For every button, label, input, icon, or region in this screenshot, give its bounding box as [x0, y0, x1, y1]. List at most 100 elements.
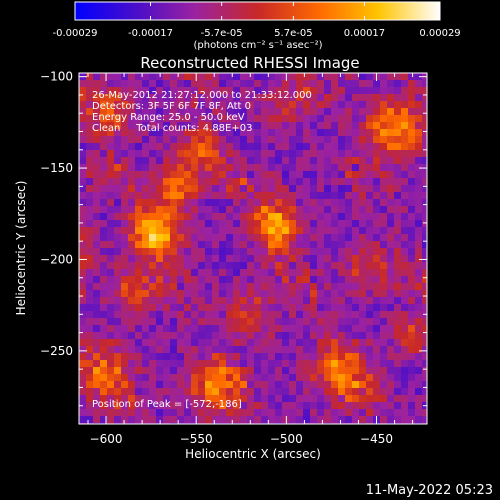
heatmap-cell: [79, 325, 87, 333]
heatmap-cell: [79, 87, 87, 95]
heatmap-cell: [401, 304, 409, 312]
heatmap-cell: [205, 129, 213, 137]
heatmap-cell: [170, 171, 178, 179]
heatmap-cell: [100, 192, 108, 200]
heatmap-cell: [352, 80, 360, 88]
heatmap-cell: [401, 227, 409, 235]
heatmap-cell: [352, 395, 360, 403]
heatmap-cell: [317, 374, 325, 382]
heatmap-cell: [100, 297, 108, 305]
heatmap-cell: [240, 276, 248, 284]
heatmap-cell: [184, 388, 192, 396]
heatmap-cell: [296, 325, 304, 333]
heatmap-cell: [79, 241, 87, 249]
heatmap-cell: [408, 248, 416, 256]
heatmap-cell: [324, 248, 332, 256]
heatmap-cell: [345, 374, 353, 382]
heatmap-cell: [114, 269, 122, 277]
heatmap-cell: [303, 269, 311, 277]
heatmap-cell: [268, 101, 276, 109]
heatmap-cell: [107, 297, 115, 305]
heatmap-cell: [170, 304, 178, 312]
heatmap-cell: [219, 213, 227, 221]
heatmap-cell: [93, 360, 101, 368]
heatmap-cell: [149, 269, 157, 277]
heatmap-cell: [142, 311, 150, 319]
heatmap-cell: [163, 129, 171, 137]
heatmap-cell: [303, 255, 311, 263]
heatmap-cell: [408, 80, 416, 88]
heatmap-cell: [191, 115, 199, 123]
heatmap-cell: [352, 388, 360, 396]
heatmap-cell: [296, 108, 304, 116]
heatmap-cell: [373, 318, 381, 326]
heatmap-cell: [331, 143, 339, 151]
heatmap-cell: [100, 129, 108, 137]
heatmap-cell: [254, 185, 262, 193]
heatmap-cell: [93, 150, 101, 158]
heatmap-cell: [219, 409, 227, 417]
heatmap-cell: [359, 311, 367, 319]
heatmap-cell: [100, 171, 108, 179]
heatmap-cell: [352, 304, 360, 312]
heatmap-cell: [142, 360, 150, 368]
heatmap-cell: [191, 164, 199, 172]
heatmap-cell: [359, 192, 367, 200]
heatmap-cell: [366, 199, 374, 207]
heatmap-cell: [303, 87, 311, 95]
heatmap-cell: [114, 353, 122, 361]
heatmap-cell: [310, 269, 318, 277]
heatmap-cell: [254, 101, 262, 109]
heatmap-cell: [79, 150, 87, 158]
heatmap-cell: [114, 325, 122, 333]
heatmap-cell: [107, 206, 115, 214]
heatmap-cell: [289, 409, 297, 417]
heatmap-cell: [212, 115, 220, 123]
heatmap-cell: [394, 346, 402, 354]
heatmap-cell: [79, 157, 87, 165]
heatmap-cell: [100, 395, 108, 403]
heatmap-cell: [240, 136, 248, 144]
heatmap-cell: [177, 367, 185, 375]
heatmap-cell: [366, 255, 374, 263]
heatmap-cell: [415, 367, 423, 375]
heatmap-cell: [135, 409, 143, 417]
heatmap-cell: [163, 94, 171, 102]
heatmap-cell: [233, 276, 241, 284]
heatmap-cell: [212, 234, 220, 242]
heatmap-cell: [303, 122, 311, 130]
heatmap-cell: [317, 101, 325, 109]
heatmap-cell: [247, 276, 255, 284]
heatmap-cell: [163, 136, 171, 144]
heatmap-cell: [422, 101, 427, 109]
heatmap-cell: [254, 255, 262, 263]
heatmap-cell: [359, 374, 367, 382]
heatmap-cell: [303, 150, 311, 158]
heatmap-cell: [345, 213, 353, 221]
heatmap-cell: [296, 227, 304, 235]
heatmap-cell: [373, 360, 381, 368]
heatmap-cell: [156, 388, 164, 396]
heatmap-cell: [289, 255, 297, 263]
heatmap-cell: [205, 339, 213, 347]
heatmap-cell: [422, 192, 427, 200]
heatmap-cell: [359, 325, 367, 333]
heatmap-cell: [268, 164, 276, 172]
heatmap-cell: [415, 227, 423, 235]
heatmap-cell: [93, 157, 101, 165]
heatmap-cell: [345, 395, 353, 403]
heatmap-cell: [387, 325, 395, 333]
heatmap-cell: [79, 304, 87, 312]
heatmap-cell: [380, 227, 388, 235]
heatmap-cell: [268, 220, 276, 228]
heatmap-cell: [296, 248, 304, 256]
heatmap-cell: [198, 255, 206, 263]
heatmap-cell: [212, 73, 220, 81]
heatmap-cell: [121, 318, 129, 326]
heatmap-cell: [121, 164, 129, 172]
heatmap-cell: [233, 318, 241, 326]
heatmap-cell: [114, 290, 122, 298]
heatmap-cell: [310, 80, 318, 88]
heatmap-cell: [394, 360, 402, 368]
heatmap-cell: [317, 164, 325, 172]
